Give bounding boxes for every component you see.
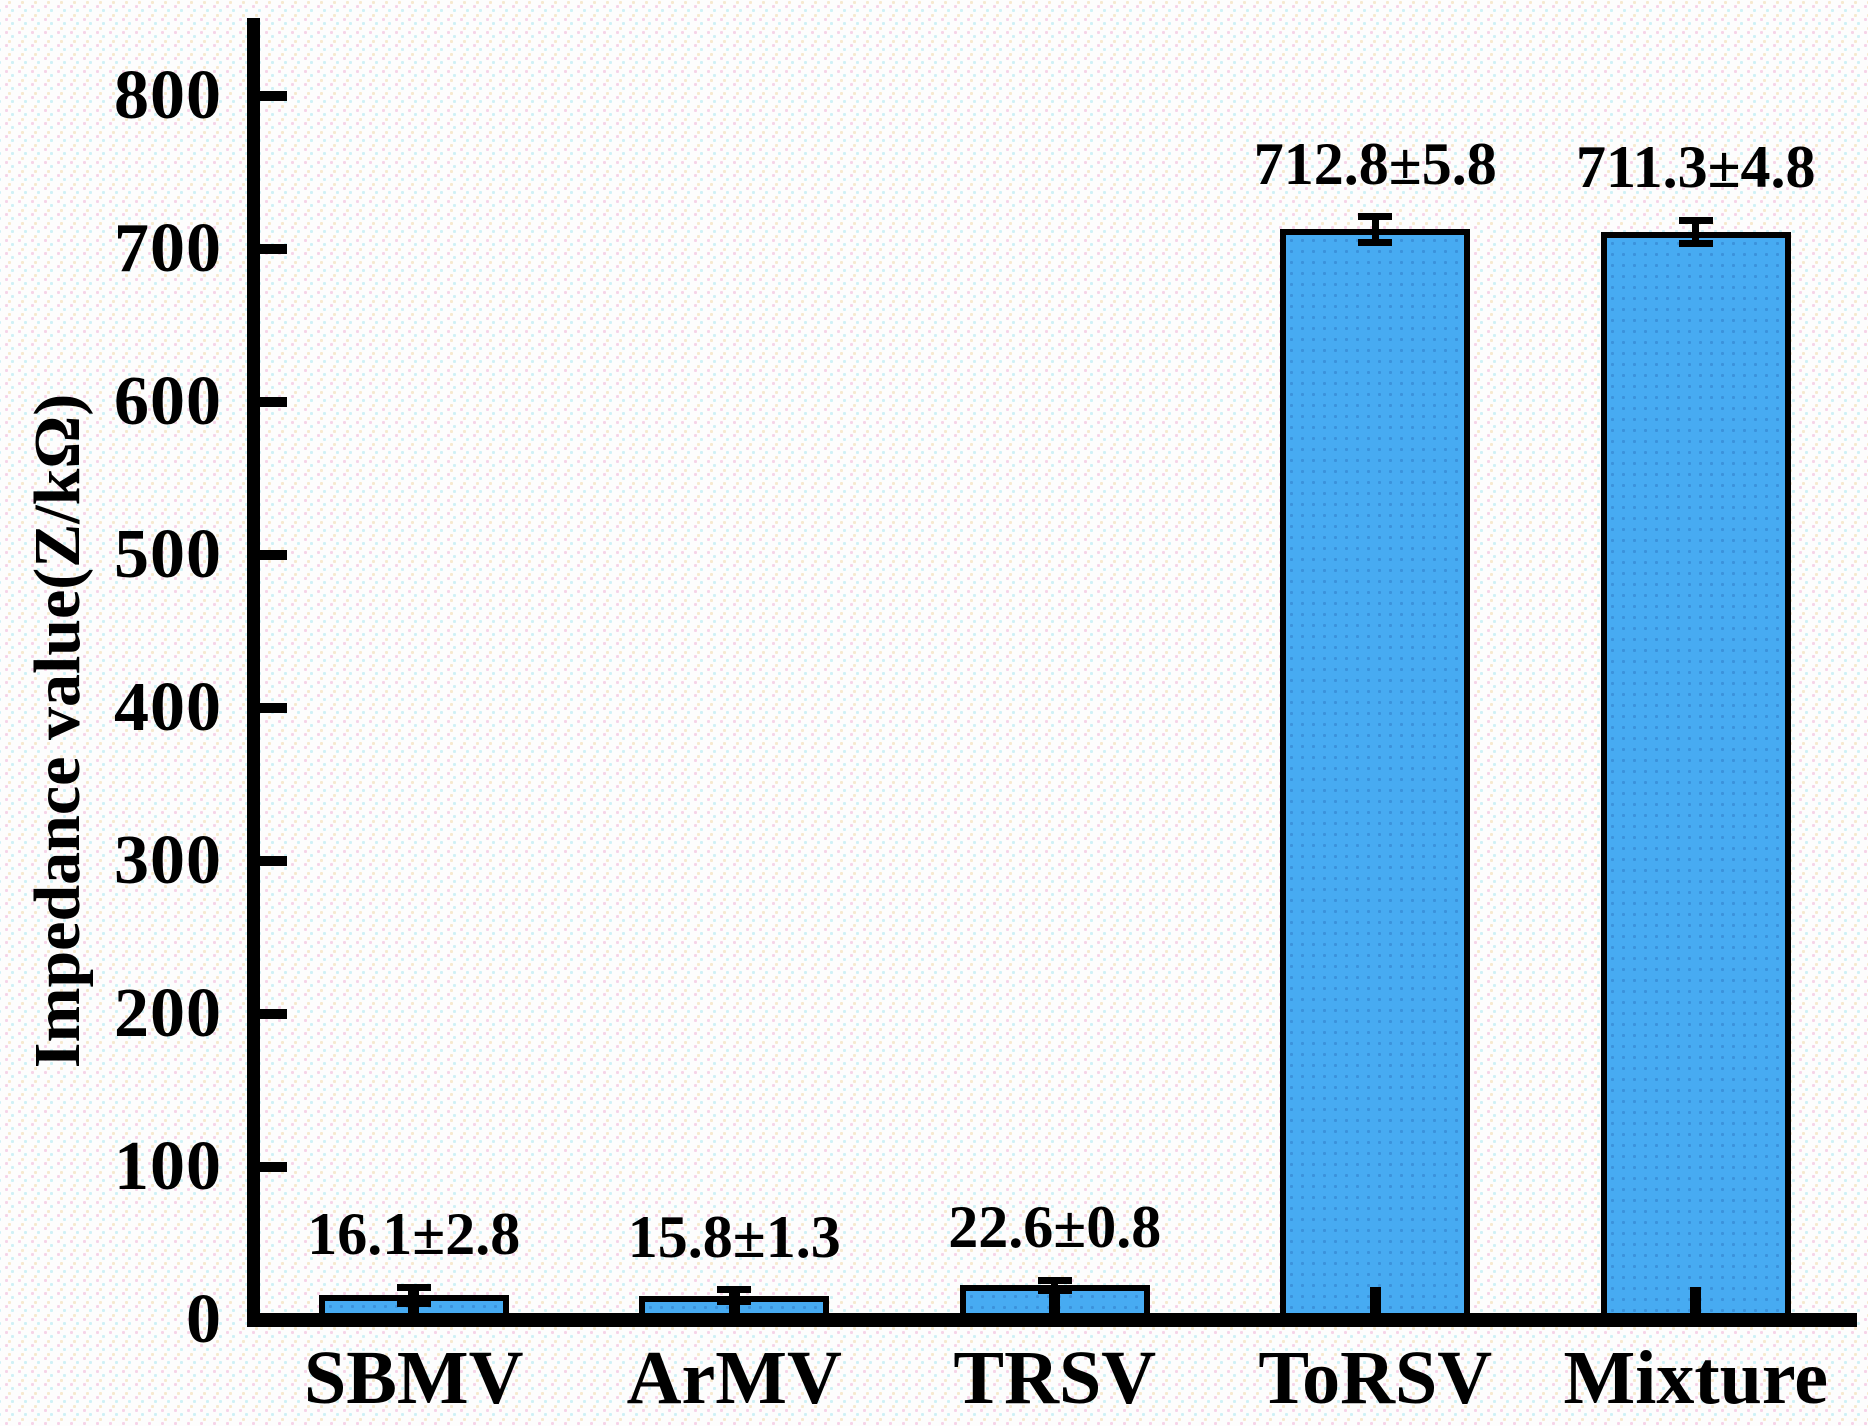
y-tick-200	[260, 1009, 287, 1019]
y-tick-label-600: 600	[114, 363, 222, 440]
error-bar-stem-Mixture	[1692, 220, 1700, 244]
category-label-ArMV: ArMV	[626, 1336, 842, 1420]
x-tick-ToRSV	[1369, 1287, 1381, 1314]
bar-Mixture	[1600, 231, 1791, 1320]
bar-value-label-SBMV: 16.1±2.8	[307, 1201, 521, 1268]
bar-value-label-ToRSV: 712.8±5.8	[1253, 130, 1497, 197]
error-bar-stem-ToRSV	[1371, 216, 1379, 243]
y-tick-400	[260, 703, 287, 713]
x-axis-line	[247, 1313, 1857, 1327]
bar-value-label-Mixture: 711.3±4.8	[1575, 134, 1816, 201]
y-tick-label-200: 200	[114, 975, 222, 1052]
y-axis-line	[247, 18, 260, 1327]
y-tick-label-300: 300	[114, 822, 222, 899]
error-bar-bottom-cap-Mixture	[1678, 239, 1713, 247]
category-label-TRSV: TRSV	[953, 1336, 1157, 1420]
bar-value-label-ArMV: 15.8±1.3	[627, 1203, 841, 1270]
y-tick-300	[260, 856, 287, 866]
category-label-ToRSV: ToRSV	[1258, 1336, 1493, 1420]
error-bar-top-cap-ToRSV	[1358, 213, 1393, 221]
x-tick-TRSV	[1049, 1287, 1061, 1314]
y-tick-label-0: 0	[186, 1281, 222, 1358]
y-tick-700	[260, 244, 287, 254]
category-label-SBMV: SBMV	[303, 1336, 524, 1420]
y-tick-800	[260, 91, 287, 101]
error-bar-top-cap-Mixture	[1678, 216, 1713, 224]
y-tick-100	[260, 1162, 287, 1172]
category-label-Mixture: Mixture	[1563, 1336, 1828, 1420]
error-bar-bottom-cap-ToRSV	[1358, 238, 1393, 246]
x-tick-SBMV	[408, 1287, 420, 1314]
y-tick-label-800: 800	[114, 57, 222, 134]
y-tick-label-700: 700	[114, 210, 222, 287]
bar-ToRSV	[1280, 229, 1471, 1320]
x-tick-Mixture	[1690, 1287, 1702, 1314]
y-tick-600	[260, 397, 287, 407]
error-bar-top-cap-TRSV	[1037, 1276, 1072, 1284]
bar-value-label-TRSV: 22.6±0.8	[948, 1194, 1162, 1261]
y-tick-label-500: 500	[114, 516, 222, 593]
y-tick-500	[260, 550, 287, 560]
y-tick-label-100: 100	[114, 1128, 222, 1205]
x-tick-ArMV	[728, 1287, 740, 1314]
y-tick-label-400: 400	[114, 669, 222, 746]
error-bar-stem-TRSV	[1051, 1280, 1059, 1291]
